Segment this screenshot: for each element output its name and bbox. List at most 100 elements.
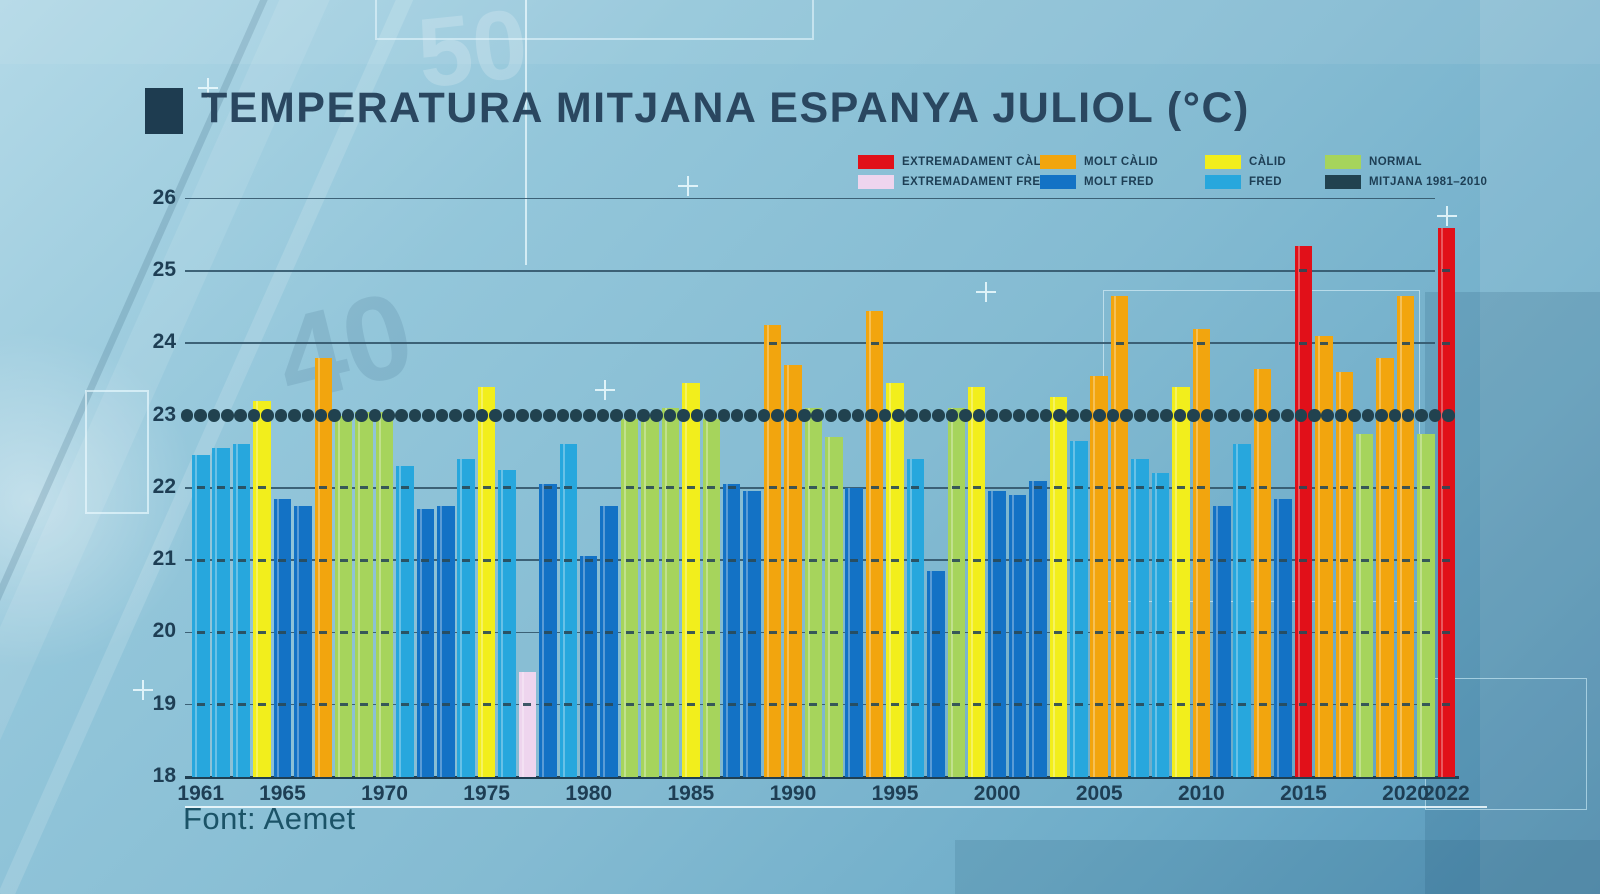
gridline-dash [1442,269,1451,273]
gridline-dash [1299,703,1308,707]
mean-line-dot [261,409,274,422]
gridline-dash [727,630,736,634]
gridline-dash [1299,486,1308,490]
bar-1966 [294,505,312,778]
gridline-dash [1033,703,1042,707]
mean-line-dot [1267,409,1281,422]
mean-line-dot [865,409,878,422]
gridline-dash [1319,341,1328,345]
mean-line-dot [811,409,824,422]
bar-2003 [1049,397,1068,777]
x-axis-baseline [185,776,1459,779]
bar-1998 [947,408,966,777]
gridline-dash [666,703,675,707]
gridline-dash [1136,703,1145,707]
gridline-dash [748,703,757,707]
legend-swatch-molt_calid [1040,155,1076,169]
gridline-dash [1156,486,1165,490]
mean-line-dot [368,409,382,422]
bar-1986 [702,419,720,777]
page-title: TEMPERATURA MITJANA ESPANYA JULIOL (°C) [201,84,1250,132]
mean-line-dot [1415,409,1428,422]
bar-1980 [579,556,598,777]
mean-line-dot [959,409,972,422]
legend-swatch-normal [1325,155,1361,169]
gridline-dash [809,703,818,707]
gridline-dash [1401,558,1410,562]
bar-2002 [1029,480,1047,778]
gridline-dash [564,558,573,562]
gridline-dash [237,630,246,634]
bar-1989 [763,325,782,777]
gridline-dash [625,486,634,490]
mean-line-dot [1281,409,1294,422]
gridline-dash [298,558,307,562]
gridline-dash [666,558,675,562]
gridline-dash [1217,703,1226,707]
gridline-dash [686,703,695,707]
gridline-dash [237,486,246,490]
mean-line-dot [851,409,865,422]
gridline-dash [891,630,900,634]
gridline-dash [972,486,981,490]
x-axis-label-2005: 2005 [1075,782,1123,805]
gridline-dash [380,558,389,562]
gridline-dash [237,703,246,707]
gridline-dash [380,486,389,490]
gridline-dash [891,703,900,707]
mean-line-dot [798,409,811,422]
y-axis-label-21: 21 [152,547,176,571]
gridline-dash [503,558,512,562]
mean-line-dot [1214,409,1227,422]
title-bullet-square [145,88,183,134]
gridline-dash [625,558,634,562]
gridline-dash [1074,486,1083,490]
gridline-dash [1319,703,1328,707]
gridline-dash [237,558,246,562]
y-axis-label-25: 25 [152,257,176,281]
mean-line-dot [1106,409,1120,422]
bar-1979 [559,444,578,777]
gridline-dash [1095,630,1104,634]
bar-1983 [641,415,659,777]
x-axis-label-1970: 1970 [361,782,408,805]
gridline-dash [1033,630,1042,634]
gridline-dash [1033,558,1042,562]
gridline-dash [911,486,920,490]
gridline-dash [1340,703,1349,707]
y-axis-label-24: 24 [152,330,176,354]
mean-line-dot [1254,409,1267,422]
mean-line-dot [382,409,395,422]
bar-2004 [1070,440,1088,778]
gridline-dash [870,486,879,490]
mean-line-dot [1375,409,1388,422]
gridline-dash [462,486,471,490]
x-axis-label-1961: 1961 [177,782,225,805]
mean-line-dot [502,409,516,422]
bar-2000 [988,491,1006,777]
mean-line-dot [301,409,315,422]
gridline-dash [400,486,409,490]
mean-line-dot [449,409,462,422]
gridline-dash [1013,703,1022,707]
mean-line-dot [757,409,771,422]
mean-line-dot [1146,409,1160,422]
legend-swatch-extremadament_fred [858,175,894,189]
gridline-dash [1360,703,1369,707]
y-axis-label-20: 20 [152,619,176,643]
gridline-dash [1319,630,1328,634]
gridline-dash [605,703,614,707]
gridline-dash [1156,703,1165,707]
gridline-dash [748,558,757,562]
gridline-dash [196,558,205,562]
gridline-dash [645,630,654,634]
bar-1967 [314,357,333,778]
gridline-dash [1381,558,1390,562]
bar-2012 [1233,444,1251,777]
x-axis-label-1965: 1965 [259,782,306,805]
gridline-dash [1381,630,1390,634]
mean-line-dot [207,409,221,422]
bar-1961 [192,455,210,777]
gridline-dash [625,630,634,634]
